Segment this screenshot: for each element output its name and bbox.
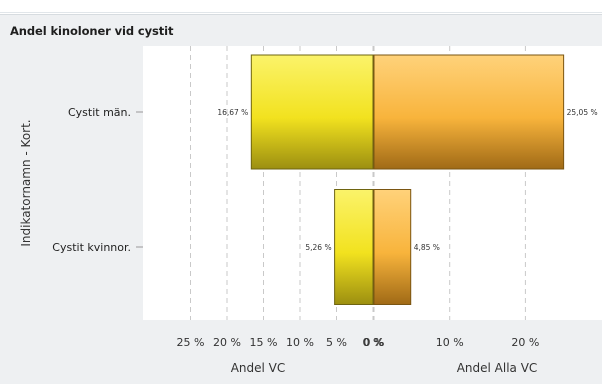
category-label: Cystit kvinnor. — [52, 241, 131, 254]
right-axis-title: Andel Alla VC — [457, 361, 538, 375]
bar-andel-alla-vc[interactable] — [373, 54, 565, 170]
left-tick-label: 10 % — [286, 336, 314, 349]
bar-value-label-right: 4,85 % — [414, 243, 440, 252]
left-tick-label: 5 % — [326, 336, 347, 349]
right-tick-label: 10 % — [436, 336, 464, 349]
right-tick-label: 20 % — [511, 336, 539, 349]
left-tick-label: 20 % — [213, 336, 241, 349]
bar-value-label-left: 5,26 % — [305, 243, 331, 252]
top-strip — [0, 0, 602, 13]
bar-value-label-right: 25,05 % — [567, 108, 598, 117]
chart-title: Andel kinoloner vid cystit — [10, 24, 174, 38]
y-axis-title: Indikatornamn - Kort. — [19, 119, 33, 246]
bar-andel-vc[interactable] — [250, 54, 374, 170]
left-tick-label: 0 % — [363, 336, 384, 349]
right-tick-label: 0 % — [364, 336, 385, 349]
bar-value-label-left: 16,67 % — [217, 108, 248, 117]
bar-andel-alla-vc[interactable] — [373, 189, 412, 305]
left-tick-label: 15 % — [250, 336, 278, 349]
bar-andel-vc[interactable] — [334, 189, 374, 305]
left-axis-title: Andel VC — [231, 361, 286, 375]
category-label: Cystit män. — [68, 106, 131, 119]
left-tick-label: 25 % — [177, 336, 205, 349]
